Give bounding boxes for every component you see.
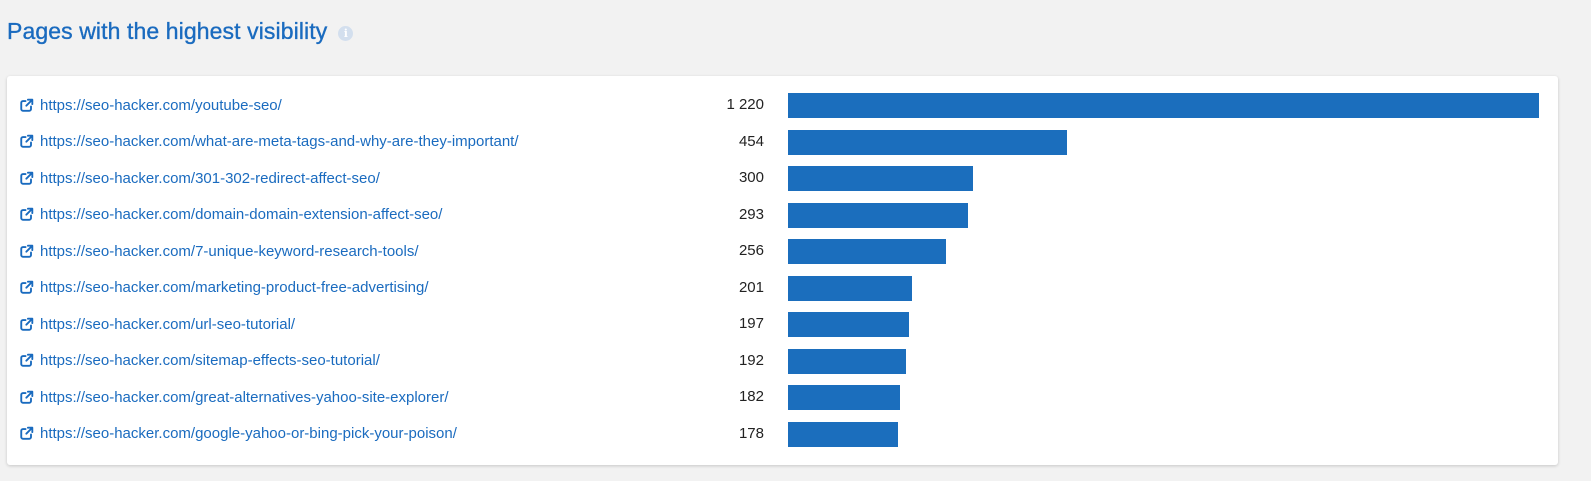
visibility-value: 201 — [738, 278, 764, 296]
page-url-link[interactable]: https://seo-hacker.com/sitemap-effects-s… — [19, 343, 380, 379]
visibility-value: 178 — [738, 424, 764, 442]
visibility-value: 300 — [738, 169, 764, 186]
page-url-link[interactable]: https://seo-hacker.com/google-yahoo-or-b… — [19, 416, 457, 452]
visibility-value: 182 — [738, 388, 764, 405]
visibility-bar — [788, 166, 973, 191]
visibility-bar — [788, 348, 906, 374]
table-row: https://seo-hacker.com/great-alternative… — [7, 379, 1558, 415]
page-title: Pages with the highest visibility — [7, 18, 328, 44]
page-url-link[interactable]: https://seo-hacker.com/marketing-product… — [19, 270, 429, 306]
external-link-icon — [20, 280, 34, 294]
page-url-link[interactable]: https://seo-hacker.com/301-302-redirect-… — [19, 160, 380, 196]
page-url-text: https://seo-hacker.com/what-are-meta-tag… — [40, 133, 519, 150]
visibility-value: 197 — [738, 315, 764, 332]
visibility-value: 192 — [738, 351, 764, 369]
page-url-text: https://seo-hacker.com/domain-domain-ext… — [40, 206, 443, 223]
external-link-icon — [20, 171, 34, 185]
page-url-link[interactable]: https://seo-hacker.com/youtube-seo/ — [19, 87, 282, 123]
page-url-text: https://seo-hacker.com/301-302-redirect-… — [40, 169, 380, 187]
visibility-value: 1 220 — [726, 96, 764, 113]
external-link-icon — [20, 134, 34, 148]
table-row: https://seo-hacker.com/url-seo-tutorial/… — [7, 306, 1558, 342]
page-url-link[interactable]: https://seo-hacker.com/7-unique-keyword-… — [19, 233, 419, 269]
external-link-icon — [20, 207, 34, 221]
page-url-link[interactable]: https://seo-hacker.com/great-alternative… — [19, 379, 449, 415]
page-url-text: https://seo-hacker.com/great-alternative… — [40, 388, 449, 406]
visibility-bar — [788, 312, 909, 337]
page-url-link[interactable]: https://seo-hacker.com/domain-domain-ext… — [19, 197, 442, 233]
external-link-icon — [20, 98, 34, 112]
visibility-bar — [788, 93, 1539, 118]
table-row: https://seo-hacker.com/301-302-redirect-… — [7, 160, 1558, 196]
page-url-text: https://seo-hacker.com/url-seo-tutorial/ — [40, 315, 296, 333]
table-row: https://seo-hacker.com/sitemap-effects-s… — [7, 343, 1558, 379]
visibility-bar — [788, 202, 968, 228]
page-url-link[interactable]: https://seo-hacker.com/what-are-meta-tag… — [19, 124, 519, 160]
external-link-icon — [20, 317, 34, 331]
external-link-icon — [20, 426, 34, 440]
external-link-icon — [20, 244, 34, 258]
page-url-text: https://seo-hacker.com/google-yahoo-or-b… — [40, 425, 457, 442]
visibility-bar — [788, 239, 946, 264]
info-icon[interactable]: i — [338, 25, 354, 41]
page-url-text: https://seo-hacker.com/youtube-seo/ — [40, 96, 282, 114]
page-url-link[interactable]: https://seo-hacker.com/url-seo-tutorial/ — [19, 306, 295, 342]
table-row: https://seo-hacker.com/what-are-meta-tag… — [7, 124, 1558, 160]
section-header: Pages with the highest visibility i — [7, 18, 354, 45]
external-link-icon — [20, 390, 34, 404]
page-url-text: https://seo-hacker.com/marketing-product… — [40, 279, 429, 296]
page-url-text: https://seo-hacker.com/7-unique-keyword-… — [40, 242, 419, 260]
table-row: https://seo-hacker.com/youtube-seo/1 220 — [7, 87, 1558, 123]
external-link-icon — [20, 353, 34, 367]
visibility-value: 454 — [738, 132, 764, 150]
visibility-bar — [788, 275, 912, 301]
visibility-value: 293 — [738, 205, 764, 223]
visibility-value: 256 — [738, 242, 764, 259]
visibility-bar — [788, 129, 1067, 155]
table-row: https://seo-hacker.com/7-unique-keyword-… — [7, 233, 1558, 269]
table-row: https://seo-hacker.com/google-yahoo-or-b… — [7, 416, 1558, 452]
table-row: https://seo-hacker.com/marketing-product… — [7, 270, 1558, 306]
visibility-bar — [788, 385, 900, 410]
table-row: https://seo-hacker.com/domain-domain-ext… — [7, 197, 1558, 233]
page-url-text: https://seo-hacker.com/sitemap-effects-s… — [40, 352, 380, 369]
visibility-bar — [788, 421, 898, 447]
visibility-list-card: https://seo-hacker.com/youtube-seo/1 220… — [7, 76, 1558, 465]
